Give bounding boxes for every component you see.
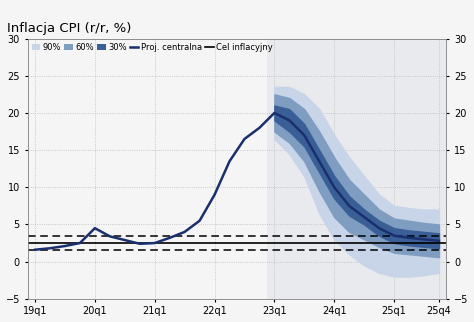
Text: Inflacja CPI (r/r, %): Inflacja CPI (r/r, %) [7,22,131,35]
Legend: 90%, 60%, 30%, Proj. centralna, Cel inflacyjny: 90%, 60%, 30%, Proj. centralna, Cel infl… [32,43,273,52]
Bar [267,39,447,299]
